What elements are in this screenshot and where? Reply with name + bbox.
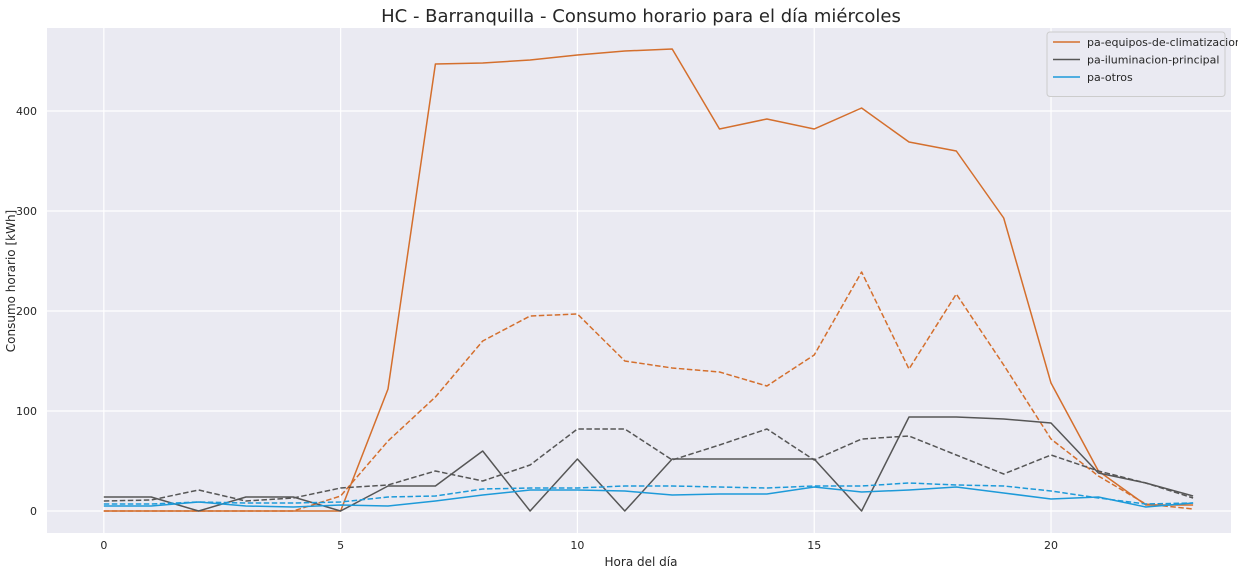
legend: pa-equipos-de-climatizacion pa-iluminacio…: [1046, 31, 1238, 97]
chart-title: HC - Barranquilla - Consumo horario para…: [381, 6, 901, 27]
series-line: [103, 428, 1194, 502]
y-tick-label: 300: [16, 205, 37, 218]
y-tick-label: 0: [30, 505, 37, 518]
series-line: [103, 482, 1194, 505]
series-line: [103, 271, 1194, 512]
y-tick-label: 200: [16, 305, 37, 318]
x-tick-label: 0: [100, 539, 107, 552]
x-tick-label: 10: [570, 539, 584, 552]
x-tick-label: 15: [807, 539, 821, 552]
series-line: [103, 486, 1194, 508]
series-line: [103, 48, 1194, 512]
y-tick-label: 400: [16, 105, 37, 118]
x-tick-label: 20: [1044, 539, 1058, 552]
x-axis-label: Hora del día: [605, 555, 678, 569]
x-tick-label: 5: [337, 539, 344, 552]
y-tick-label: 100: [16, 405, 37, 418]
x-tick-labels: 0 5 10 15 20: [100, 539, 1058, 552]
series-layer: [103, 48, 1194, 512]
plot-area: [47, 28, 1231, 533]
legend-box: [1046, 31, 1226, 97]
legend-label: pa-equipos-de-climatizacion: [1087, 36, 1238, 49]
legend-label: pa-iluminacion-principal: [1087, 54, 1219, 67]
series-line: [103, 416, 1194, 512]
y-axis-label: Consumo horario [kWh]: [4, 210, 18, 352]
y-tick-labels: 0 100 200 300 400: [16, 105, 37, 518]
legend-label: pa-otros: [1087, 71, 1133, 84]
